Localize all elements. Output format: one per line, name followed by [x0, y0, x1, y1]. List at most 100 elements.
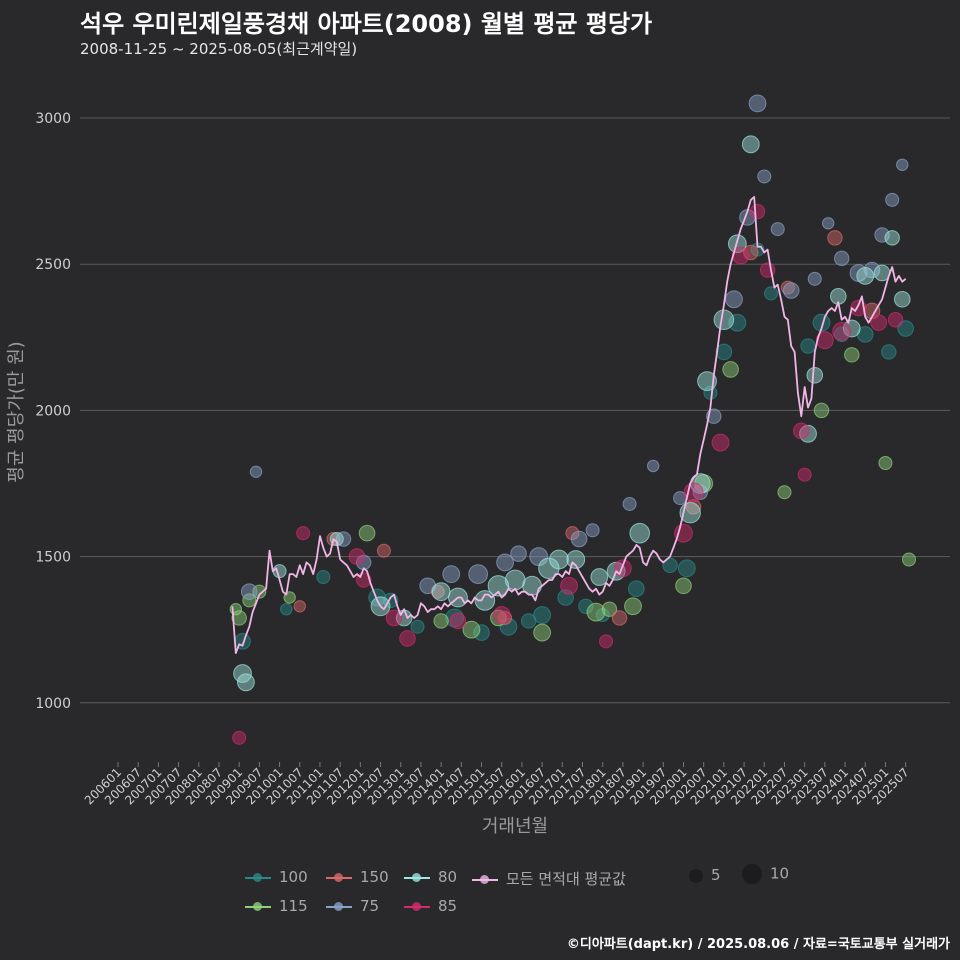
- data-point-75: [822, 217, 835, 230]
- data-point-115: [624, 597, 642, 616]
- data-point-85: [711, 433, 730, 452]
- data-point-115: [675, 577, 692, 595]
- data-point-75: [863, 261, 881, 279]
- average-line: [231, 195, 907, 654]
- data-point-85: [399, 630, 416, 647]
- data-point-75: [782, 282, 800, 299]
- data-point-150: [376, 543, 391, 558]
- data-point-75: [748, 94, 767, 113]
- data-point-80: [884, 230, 900, 246]
- data-point-100: [557, 589, 574, 606]
- data-point-100: [234, 633, 251, 650]
- data-point-75: [807, 271, 822, 286]
- data-point-115: [777, 485, 792, 500]
- data-point-100: [881, 344, 897, 360]
- y-tick-label: 1000: [35, 696, 71, 712]
- data-point-85: [832, 322, 852, 341]
- data-point-115: [358, 524, 376, 542]
- data-point-75: [646, 459, 660, 473]
- data-point-80: [629, 522, 651, 544]
- data-point-85: [296, 526, 311, 541]
- data-point-85: [492, 606, 511, 624]
- y-tick-label: 3000: [35, 111, 71, 127]
- data-point-100: [473, 624, 490, 641]
- data-point-85: [385, 609, 403, 627]
- data-point-80: [713, 309, 735, 331]
- data-point-150: [827, 230, 843, 246]
- data-point-80: [538, 557, 560, 579]
- y-axis-label: 평균 평당가(만 원): [6, 341, 27, 482]
- data-point-75: [442, 565, 461, 584]
- data-point-115: [242, 593, 257, 608]
- chart-title: 석우 우미린제일풍경채 아파트(2008) 월별 평균 평당가: [80, 10, 653, 38]
- data-point-85: [792, 422, 810, 440]
- data-point-75: [896, 158, 909, 171]
- data-point-100: [578, 598, 594, 614]
- data-point-80: [549, 549, 569, 570]
- data-point-75: [570, 530, 588, 548]
- data-point-75: [725, 290, 743, 309]
- data-point-85: [887, 312, 904, 328]
- data-point-100: [763, 286, 778, 301]
- data-point-115: [844, 347, 860, 363]
- data-point-75: [249, 465, 263, 478]
- data-point-85: [348, 548, 366, 565]
- data-point-115: [231, 610, 247, 626]
- data-point-85: [599, 634, 614, 649]
- data-point-80: [431, 582, 451, 602]
- data-point-75: [496, 553, 514, 572]
- grid-lines: [80, 117, 950, 704]
- data-point-115: [601, 601, 618, 617]
- data-point-100: [410, 619, 425, 634]
- data-point-100: [897, 320, 914, 337]
- data-point-115: [533, 623, 552, 642]
- data-point-85: [815, 331, 834, 350]
- data-point-150: [743, 244, 759, 261]
- data-point-75: [419, 577, 436, 595]
- data-point-100: [800, 338, 816, 354]
- data-point-115: [462, 620, 481, 639]
- data-point-115: [878, 456, 893, 471]
- data-point-100: [628, 580, 645, 598]
- data-point-150: [685, 499, 702, 515]
- data-point-100: [662, 557, 678, 574]
- y-tick-label: 1500: [35, 550, 71, 566]
- data-point-100: [715, 343, 733, 361]
- data-point-115: [586, 602, 606, 622]
- data-point-75: [757, 169, 772, 184]
- data-point-85: [560, 576, 578, 595]
- average-line-layer: [231, 195, 907, 654]
- data-point-115: [433, 613, 449, 629]
- scatter-points: [229, 94, 916, 745]
- y-tick-label: 2500: [35, 257, 71, 273]
- data-point-80: [856, 266, 875, 285]
- data-point-150: [780, 280, 795, 295]
- y-tick-labels: 1000 1500 2000 2500 3000: [35, 111, 71, 712]
- data-point-85: [232, 730, 247, 745]
- data-point-75: [585, 523, 600, 538]
- data-point-115: [813, 402, 830, 419]
- data-point-75: [240, 583, 258, 600]
- data-point-75: [833, 250, 850, 267]
- data-point-80: [487, 575, 510, 597]
- data-point-150: [565, 526, 580, 541]
- data-point-80: [233, 664, 252, 683]
- data-point-75: [770, 222, 785, 237]
- data-point-80: [741, 135, 760, 154]
- data-point-75: [510, 545, 527, 562]
- data-point-100: [533, 606, 552, 624]
- data-point-80: [893, 290, 911, 308]
- data-point-85: [613, 559, 632, 578]
- data-point-80: [806, 366, 824, 384]
- data-point-75: [885, 192, 900, 207]
- data-point-80: [697, 371, 717, 392]
- data-point-100: [316, 570, 331, 585]
- y-tick-label: 2000: [35, 403, 71, 419]
- data-point-75: [468, 564, 489, 585]
- chart-subtitle: 2008-11-25 ~ 2025-08-05(최근계약일): [80, 40, 358, 58]
- data-point-115: [902, 552, 916, 567]
- data-point-80: [590, 568, 609, 586]
- x-axis-label: 거래년월: [482, 816, 548, 837]
- data-point-115: [722, 361, 739, 378]
